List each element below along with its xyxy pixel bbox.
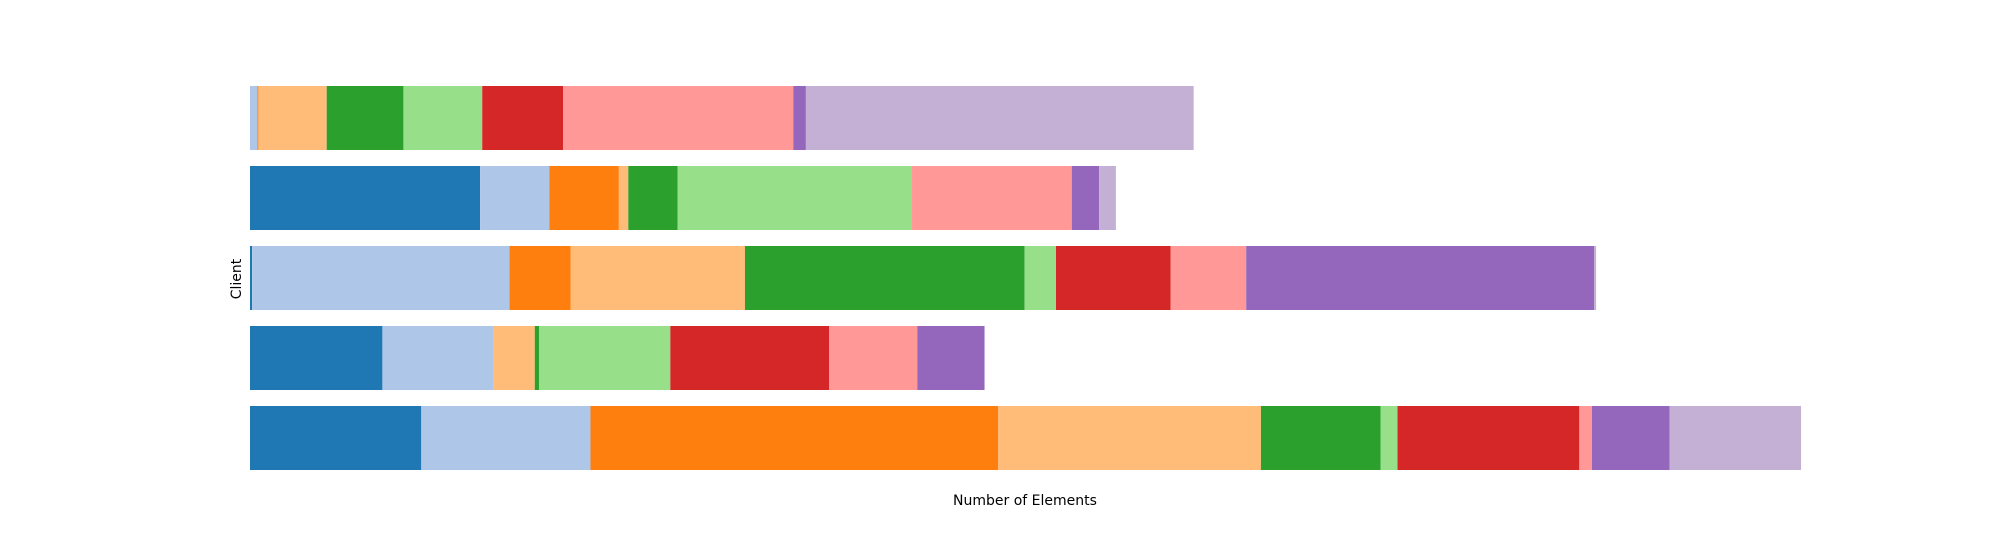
- bar-segment-client-4-series-6: [482, 86, 564, 150]
- bar-segment-client-4-series-8: [793, 86, 806, 150]
- bar-segment-client-3-series-7: [912, 166, 1072, 230]
- bar-segment-client-1-series-1: [382, 326, 494, 390]
- bar-segment-client-2-series-8: [1246, 246, 1595, 310]
- bar-segment-client-3-series-2: [549, 166, 619, 230]
- bars-layer: [250, 86, 1802, 470]
- bar-segment-client-2-series-2: [509, 246, 571, 310]
- bar-segment-client-4-series-2: [257, 86, 259, 150]
- bar-segment-client-0-series-9: [1669, 406, 1802, 470]
- bar-segment-client-4-series-9: [805, 86, 1194, 150]
- bar-segment-client-0-series-6: [1397, 406, 1580, 470]
- bar-segment-client-3-series-9: [1099, 166, 1116, 230]
- bar-segment-client-1-series-4: [534, 326, 539, 390]
- bar-segment-client-1-series-6: [670, 326, 830, 390]
- bar-segment-client-1-series-3: [493, 326, 535, 390]
- bar-segment-client-2-series-9: [1594, 246, 1597, 310]
- bar-segment-client-3-series-0: [250, 166, 481, 230]
- bar-segment-client-3-series-5: [677, 166, 913, 230]
- bar-segment-client-1-series-8: [917, 326, 985, 390]
- bar-segment-client-2-series-3: [570, 246, 745, 310]
- bar-segment-client-2-series-7: [1170, 246, 1247, 310]
- bar-segment-client-4-series-4: [326, 86, 404, 150]
- bar-segment-client-0-series-4: [1260, 406, 1381, 470]
- bar-segment-client-2-series-4: [744, 246, 1025, 310]
- bar-segment-client-0-series-3: [998, 406, 1261, 470]
- bar-segment-client-0-series-8: [1591, 406, 1670, 470]
- bar-segment-client-1-series-5: [538, 326, 671, 390]
- bar-segment-client-2-series-1: [252, 246, 510, 310]
- bar-segment-client-0-series-7: [1579, 406, 1592, 470]
- bar-segment-client-2-series-5: [1024, 246, 1056, 310]
- bar-segment-client-3-series-3: [618, 166, 629, 230]
- bar-segment-client-3-series-4: [628, 166, 678, 230]
- bar-segment-client-3-series-8: [1071, 166, 1100, 230]
- bar-segment-client-1-series-7: [829, 326, 918, 390]
- bar-segment-client-2-series-0: [250, 246, 253, 310]
- bar-segment-client-0-series-1: [421, 406, 591, 470]
- bar-segment-client-0-series-0: [250, 406, 422, 470]
- bar-segment-client-4-series-7: [563, 86, 794, 150]
- bar-segment-client-1-series-0: [250, 326, 383, 390]
- bar-segment-client-4-series-5: [403, 86, 483, 150]
- bar-segment-client-0-series-5: [1380, 406, 1398, 470]
- y-axis-label: Client: [229, 258, 245, 299]
- x-axis-label: Number of Elements: [953, 493, 1097, 509]
- bar-segment-client-3-series-1: [480, 166, 550, 230]
- bar-segment-client-2-series-6: [1056, 246, 1171, 310]
- bar-segment-client-0-series-2: [590, 406, 999, 470]
- bar-segment-client-4-series-3: [258, 86, 327, 150]
- bar-segment-client-4-series-1: [250, 86, 258, 150]
